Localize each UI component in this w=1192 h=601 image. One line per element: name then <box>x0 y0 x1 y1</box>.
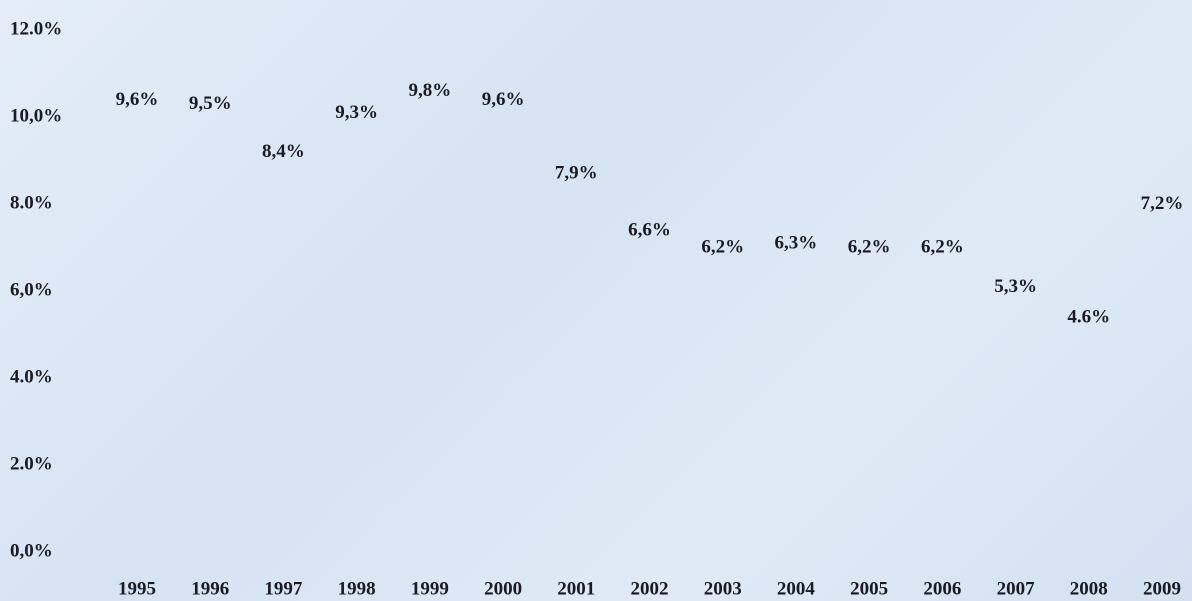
x-tick-label: 1995 <box>118 578 156 599</box>
value-label: 5,3% <box>994 276 1037 297</box>
y-tick-label: 12.0% <box>10 18 62 39</box>
value-label: 9,6% <box>116 89 159 110</box>
value-label: 9,6% <box>482 89 525 110</box>
value-label: 9,8% <box>408 80 451 101</box>
value-label: 4.6% <box>1067 306 1110 327</box>
x-tick-label: 2009 <box>1143 578 1181 599</box>
value-label: 9,3% <box>335 102 378 123</box>
value-label: 6,6% <box>628 219 671 240</box>
value-label: 8,4% <box>262 141 305 162</box>
x-tick-label: 2004 <box>777 578 816 599</box>
value-label: 6,2% <box>848 237 891 258</box>
y-tick-label: 8.0% <box>10 192 53 213</box>
x-tick-label: 2001 <box>557 578 595 599</box>
x-tick-label: 1999 <box>411 578 449 599</box>
y-tick-label: 2.0% <box>10 453 53 474</box>
y-tick-label: 10,0% <box>10 105 62 126</box>
value-label: 9,5% <box>189 93 232 114</box>
value-label: 7,9% <box>555 163 598 184</box>
value-label: 7,2% <box>1141 193 1184 214</box>
x-tick-label: 2002 <box>631 578 669 599</box>
value-label: 6,3% <box>775 232 818 253</box>
x-tick-label: 1998 <box>338 578 376 599</box>
value-label: 6,2% <box>701 237 744 258</box>
y-tick-label: 4.0% <box>10 366 53 387</box>
y-tick-label: 6,0% <box>10 279 53 300</box>
x-tick-label: 2000 <box>484 578 522 599</box>
x-tick-label: 2005 <box>850 578 888 599</box>
x-tick-label: 1997 <box>264 578 303 599</box>
x-tick-label: 2003 <box>704 578 742 599</box>
value-label: 6,2% <box>921 237 964 258</box>
x-tick-label: 2006 <box>923 578 961 599</box>
y-tick-label: 0,0% <box>10 540 53 561</box>
x-tick-label: 1996 <box>191 578 229 599</box>
x-tick-label: 2008 <box>1070 578 1108 599</box>
x-tick-label: 2007 <box>997 578 1036 599</box>
